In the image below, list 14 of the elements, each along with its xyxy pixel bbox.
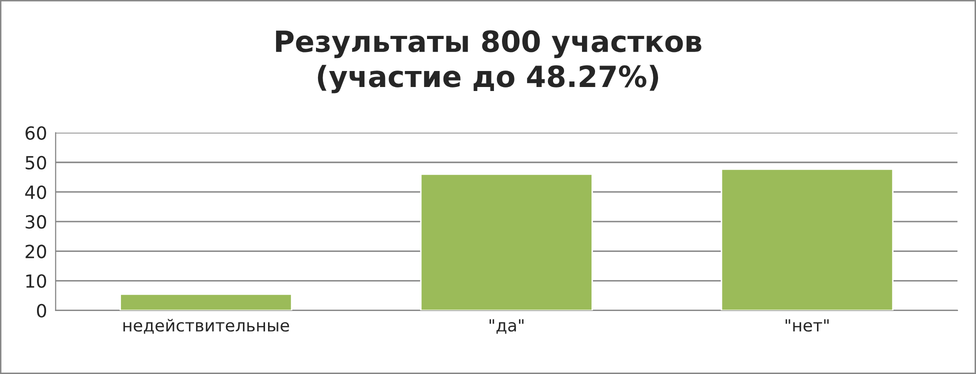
x-tick-label: недействительные	[123, 318, 290, 334]
x-tick-label: "да"	[490, 319, 524, 334]
bar	[420, 174, 593, 310]
bar	[720, 168, 894, 310]
y-tick-label: 40	[25, 185, 46, 200]
y-tick-label: 30	[26, 215, 46, 229]
y-tick-label: 60	[26, 126, 46, 140]
chart-title: Результаты 800 участков (участие до 48.27%)	[276, 30, 702, 94]
y-tick-label: 0	[37, 304, 46, 318]
bar	[120, 293, 292, 310]
y-tick-label: 10	[26, 274, 46, 288]
y-tick-label: 50	[26, 156, 46, 170]
x-tick-label: "нет"	[786, 319, 829, 332]
y-tick-label: 20	[26, 244, 46, 258]
